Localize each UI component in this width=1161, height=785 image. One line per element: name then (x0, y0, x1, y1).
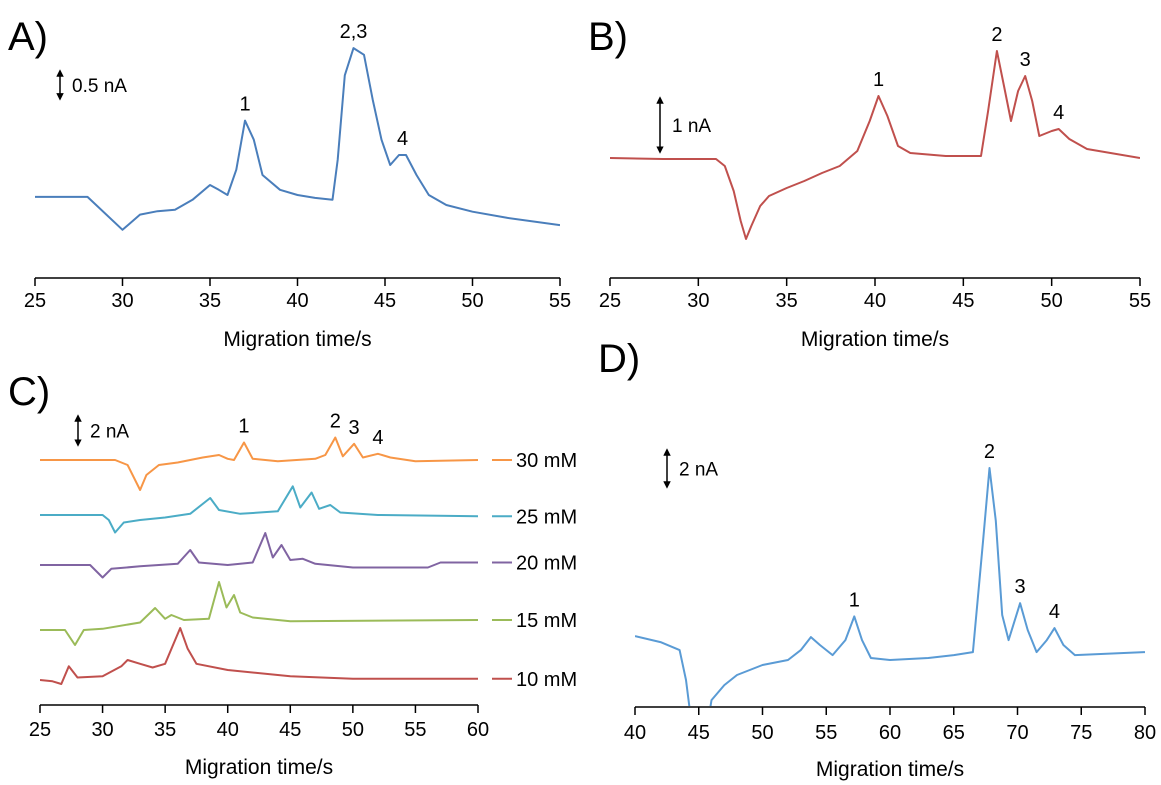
legend-label: 30 mM (516, 450, 577, 472)
x-tick-label: 40 (217, 719, 239, 741)
peak-label: 4 (1053, 102, 1064, 124)
x-tick-label: 30 (91, 719, 113, 741)
x-tick-label: 75 (1070, 722, 1092, 744)
x-axis-label: Migration time/s (223, 328, 371, 351)
trace (40, 532, 478, 579)
x-tick-label: 45 (688, 722, 710, 744)
x-tick-label: 55 (1129, 290, 1151, 312)
x-tick-label: 55 (404, 719, 426, 741)
x-tick-label: 35 (154, 719, 176, 741)
legend-label: 15 mM (516, 610, 577, 632)
x-tick-label: 80 (1134, 722, 1156, 744)
x-tick-label: 35 (776, 290, 798, 312)
x-tick-label: 40 (624, 722, 646, 744)
x-tick-label: 50 (461, 290, 483, 312)
x-tick-label: 65 (943, 722, 965, 744)
peak-label: 3 (1020, 49, 1031, 71)
trace (40, 485, 478, 534)
x-tick-label: 25 (599, 290, 621, 312)
trace (40, 581, 478, 646)
x-tick-label: 60 (879, 722, 901, 744)
x-tick-label: 55 (549, 290, 571, 312)
x-tick-label: 40 (286, 290, 308, 312)
peak-label: 4 (372, 427, 383, 449)
peak-label: 2 (991, 24, 1002, 46)
trace (40, 627, 478, 685)
panel: B) 25 30 35 40 45 50 55 Migration time/s 1 23 4 1 nA (588, 15, 1151, 351)
trace (40, 436, 478, 491)
x-tick-label: 45 (374, 290, 396, 312)
panel: A) 25 30 35 40 45 50 55 Migration time/s 1 2,3 4 0.5… (8, 15, 571, 351)
legend-label: 20 mM (516, 553, 577, 575)
x-tick-label: 50 (342, 719, 364, 741)
x-tick-label: 60 (467, 719, 489, 741)
x-tick-label: 45 (952, 290, 974, 312)
trace (635, 467, 1145, 706)
panel: C) 25 30 35 40 45 50 55 60 Migration time/s 30 mM 2… (8, 370, 577, 779)
legend-label: 10 mM (516, 669, 577, 691)
x-tick-label: 35 (199, 290, 221, 312)
x-tick-label: 25 (29, 719, 51, 741)
x-axis-label: Migration time/s (185, 756, 333, 779)
x-tick-label: 40 (864, 290, 886, 312)
peak-label: 2,3 (340, 21, 368, 43)
x-tick-label: 70 (1006, 722, 1028, 744)
scale-bar-label: 2 nA (90, 422, 129, 443)
panel-title: A) (8, 15, 48, 59)
scale-bar-label: 0.5 nA (72, 76, 127, 97)
peak-label: 4 (1049, 601, 1060, 623)
x-tick-label: 50 (1041, 290, 1063, 312)
peak-label: 2 (330, 411, 341, 433)
legend-label: 25 mM (516, 506, 577, 528)
panel-title: D) (598, 337, 640, 381)
peak-label: 1 (849, 589, 860, 611)
x-tick-label: 55 (815, 722, 837, 744)
peak-label: 2 (984, 441, 995, 463)
peak-label: 1 (238, 416, 249, 438)
trace (610, 50, 1140, 240)
panel: D) 40 45 50 55 60 65 70 75 80 Migration time/s 1 2 3 4… (598, 337, 1156, 781)
panel-title: C) (8, 370, 50, 414)
x-tick-label: 25 (24, 290, 46, 312)
x-tick-label: 30 (111, 290, 133, 312)
peak-label: 1 (239, 94, 250, 116)
peak-label: 3 (349, 417, 360, 439)
x-tick-label: 30 (687, 290, 709, 312)
trace (35, 47, 560, 231)
peak-label: 4 (397, 128, 408, 150)
x-axis-label: Migration time/s (816, 758, 964, 781)
panel-title: B) (588, 15, 628, 59)
x-axis-label: Migration time/s (801, 328, 949, 351)
x-tick-label: 45 (279, 719, 301, 741)
peak-label: 1 (873, 69, 884, 91)
peak-label: 3 (1014, 576, 1025, 598)
scale-bar-label: 2 nA (679, 459, 718, 480)
scale-bar-label: 1 nA (672, 116, 711, 137)
x-tick-label: 50 (751, 722, 773, 744)
